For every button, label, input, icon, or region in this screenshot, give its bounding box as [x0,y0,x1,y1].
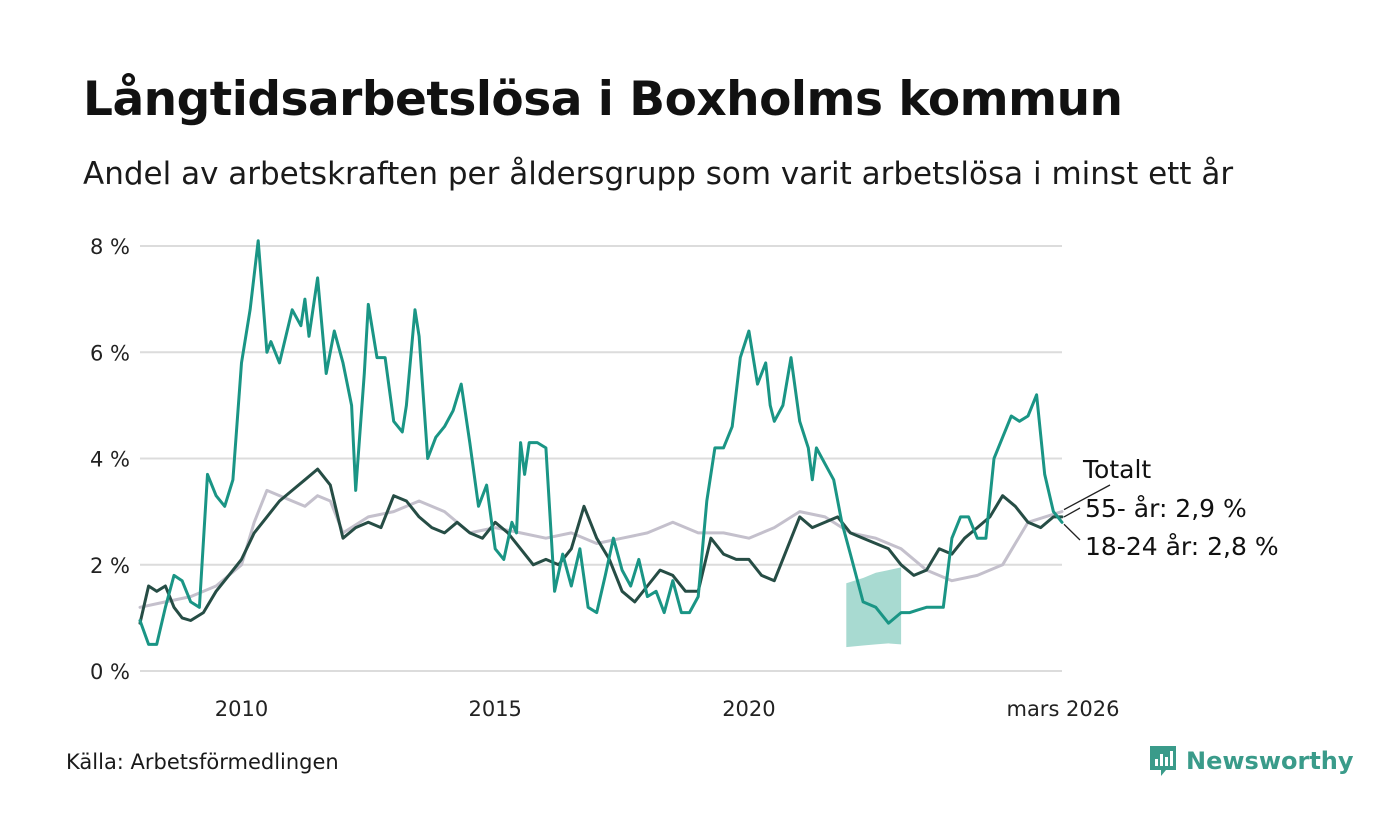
leader-18-24 [1063,523,1081,541]
newsworthy-logo-icon [1150,746,1176,776]
y-tick-label: 0 % [90,660,130,684]
chart-title: Långtidsarbetslösa i Boxholms kommun [83,72,1123,127]
y-tick-label: 4 % [90,448,130,472]
line-55-plus [138,467,1064,625]
line-total [138,488,1064,609]
source-note: Källa: Arbetsförmedlingen [66,750,339,774]
leader-55-plus [1063,507,1081,518]
y-tick-label: 6 % [90,341,130,365]
end-labels: Totalt 55- år: 2,9 % 18-24 år: 2,8 % [1063,455,1279,561]
x-axis-ticks: 2010 2015 2020 mars 2026 [215,697,1120,721]
leader-total [1063,484,1111,511]
end-label-55-plus: 55- år: 2,9 % [1085,494,1247,523]
x-tick-label: 2015 [468,697,521,721]
gridlines [140,245,1062,672]
chart-subtitle: Andel av arbetskraften per åldersgrupp s… [83,156,1234,192]
brand-name: Newsworthy [1186,747,1354,775]
line-18-24 [138,239,1064,646]
x-tick-label: 2010 [215,697,268,721]
y-tick-label: 8 % [90,235,130,259]
y-tick-label: 2 % [90,554,130,578]
end-label-18-24: 18-24 år: 2,8 % [1085,532,1279,561]
brand-logo: Newsworthy [1148,744,1354,778]
end-label-total: Totalt [1082,455,1151,484]
x-tick-label: mars 2026 [1006,697,1119,721]
y-axis-ticks: 0 % 2 % 4 % 6 % 8 % [90,235,130,684]
x-tick-label: 2020 [722,697,775,721]
series-lines [138,239,1064,646]
